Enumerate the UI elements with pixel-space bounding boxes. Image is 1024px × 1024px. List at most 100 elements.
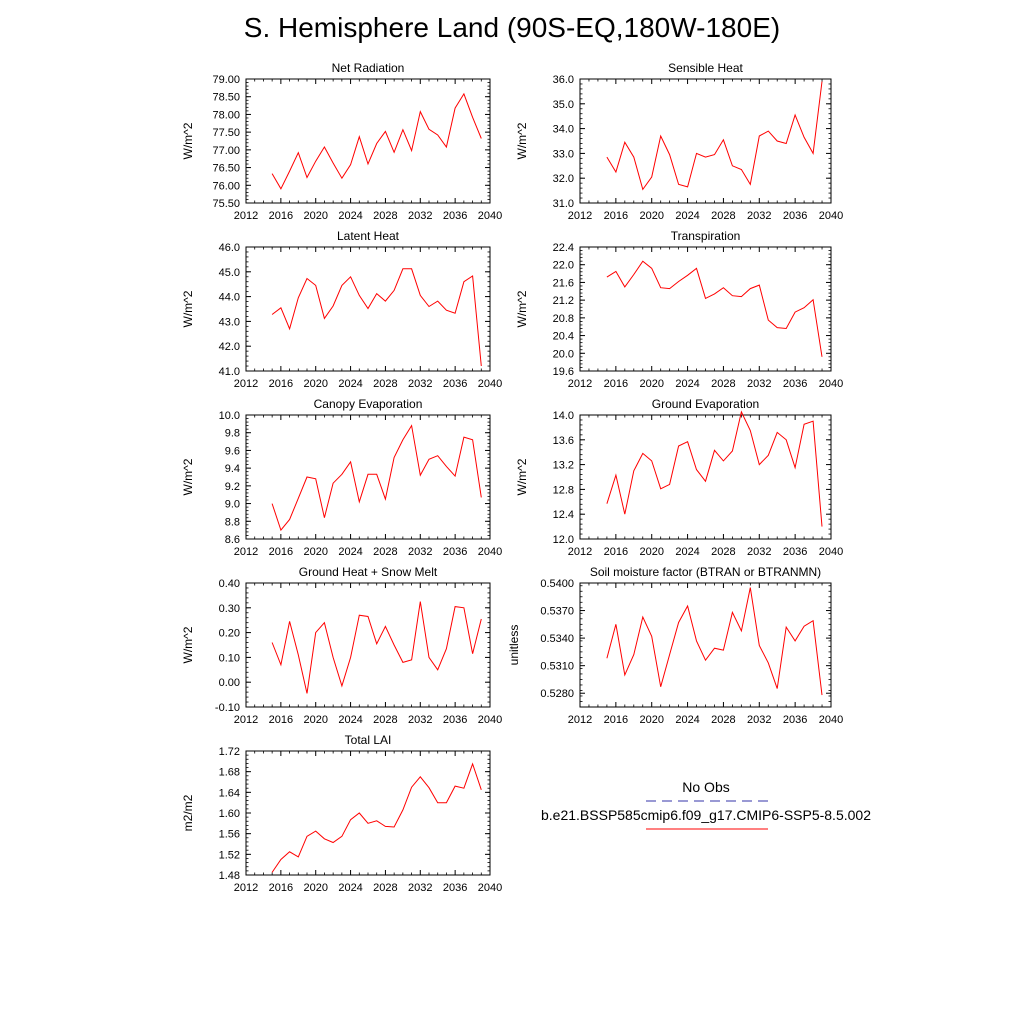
x-tick-label: 2020 xyxy=(303,546,327,558)
x-tick-label: 2032 xyxy=(747,378,771,390)
series-line xyxy=(271,92,482,190)
y-tick-label: 0.00 xyxy=(219,677,240,689)
plot-frame xyxy=(579,582,832,708)
panel-title: Soil moisture factor (BTRAN or BTRANMN) xyxy=(590,565,821,579)
y-tick-label: 1.56 xyxy=(219,829,240,841)
panel-title: Ground Heat + Snow Melt xyxy=(299,565,438,579)
y-axis-label: W/m^2 xyxy=(181,458,195,495)
x-tick-label: 2036 xyxy=(783,210,807,222)
x-tick-label: 2040 xyxy=(819,546,843,558)
y-axis-label: W/m^2 xyxy=(181,122,195,159)
x-tick-label: 2036 xyxy=(443,210,467,222)
x-tick-label: 2020 xyxy=(303,378,327,390)
y-tick-label: 0.5310 xyxy=(540,661,574,673)
series-line xyxy=(271,268,482,367)
y-axis-label: unitless xyxy=(507,625,521,666)
y-tick-label: 9.4 xyxy=(225,463,240,475)
y-tick-label: 12.4 xyxy=(553,509,574,521)
y-tick-label: 77.50 xyxy=(212,127,240,139)
x-tick-label: 2016 xyxy=(269,882,293,894)
x-tick-label: 2012 xyxy=(234,210,258,222)
y-tick-label: 13.2 xyxy=(553,460,574,472)
y-tick-label: 31.0 xyxy=(553,198,574,210)
y-tick-label: 79.00 xyxy=(212,74,240,86)
x-tick-label: 2040 xyxy=(478,714,502,726)
y-tick-label: 9.2 xyxy=(225,481,240,493)
panel-title: Total LAI xyxy=(345,733,392,747)
plot-frame xyxy=(245,750,491,876)
x-tick-label: 2032 xyxy=(747,714,771,726)
y-tick-label: 32.0 xyxy=(553,173,574,185)
x-tick-label: 2024 xyxy=(675,714,699,726)
panel-3: Latent Heat W/m^2 2012 2016 2020 2024 2028 2032… xyxy=(181,229,502,390)
x-tick-label: 2028 xyxy=(373,714,397,726)
y-tick-label: 20.4 xyxy=(553,331,574,343)
plot-frame xyxy=(579,414,832,540)
y-tick-label: 77.00 xyxy=(212,145,240,157)
x-tick-label: 2028 xyxy=(711,378,735,390)
x-tick-label: 2036 xyxy=(783,546,807,558)
x-tick-label: 2012 xyxy=(568,546,592,558)
y-tick-label: 8.8 xyxy=(225,516,240,528)
y-tick-label: 9.0 xyxy=(225,499,240,511)
panel-title: Latent Heat xyxy=(337,229,400,243)
x-tick-label: 2020 xyxy=(639,714,663,726)
plot-frame xyxy=(579,78,832,204)
x-tick-label: 2032 xyxy=(747,546,771,558)
x-tick-label: 2012 xyxy=(568,210,592,222)
x-tick-label: 2020 xyxy=(303,882,327,894)
panel-9: Total LAI m2/m2 2012 2016 2020 2024 2028 2032 20… xyxy=(181,733,502,894)
x-tick-label: 2016 xyxy=(269,210,293,222)
panel-title: Canopy Evaporation xyxy=(314,397,423,411)
x-tick-label: 2024 xyxy=(675,378,699,390)
y-tick-label: 21.6 xyxy=(553,277,574,289)
panel-7: Ground Heat + Snow Melt W/m^2 2012 2016 2020… xyxy=(181,565,502,726)
y-tick-label: 0.5280 xyxy=(540,688,574,700)
x-tick-label: 2028 xyxy=(373,378,397,390)
panel-5: Canopy Evaporation W/m^2 2012 2016 2020 2024 2… xyxy=(181,397,502,558)
y-tick-label: 22.0 xyxy=(553,260,574,272)
y-tick-label: 0.5370 xyxy=(540,606,574,618)
y-tick-label: 0.5400 xyxy=(540,578,574,590)
panel-title: Net Radiation xyxy=(332,61,405,75)
y-tick-label: 1.68 xyxy=(219,767,240,779)
panel-6: Ground Evaporation W/m^2 2012 2016 2020 2024 2… xyxy=(515,397,843,558)
series-line xyxy=(271,762,482,873)
x-tick-label: 2024 xyxy=(338,210,362,222)
y-tick-label: 0.5340 xyxy=(540,633,574,645)
x-tick-label: 2036 xyxy=(783,378,807,390)
x-tick-label: 2028 xyxy=(711,714,735,726)
panel-1: Net Radiation W/m^2 2012 2016 2020 2024 2028 20… xyxy=(181,61,502,222)
y-tick-label: -0.10 xyxy=(215,702,240,714)
x-tick-label: 2040 xyxy=(478,546,502,558)
x-tick-label: 2036 xyxy=(443,714,467,726)
y-tick-label: 44.0 xyxy=(219,292,240,304)
panel-title: Transpiration xyxy=(671,229,741,243)
x-tick-label: 2028 xyxy=(711,546,735,558)
y-tick-label: 9.6 xyxy=(225,445,240,457)
series-line xyxy=(271,424,482,532)
x-tick-label: 2036 xyxy=(783,714,807,726)
x-tick-label: 2016 xyxy=(269,378,293,390)
y-tick-label: 20.8 xyxy=(553,313,574,325)
x-tick-label: 2032 xyxy=(747,210,771,222)
x-tick-label: 2024 xyxy=(338,882,362,894)
series-line xyxy=(606,410,823,527)
x-tick-label: 2028 xyxy=(711,210,735,222)
x-tick-label: 2016 xyxy=(604,714,628,726)
y-tick-label: 0.40 xyxy=(219,578,240,590)
x-tick-label: 2016 xyxy=(604,378,628,390)
x-tick-label: 2032 xyxy=(408,882,432,894)
x-tick-label: 2028 xyxy=(373,546,397,558)
y-tick-label: 1.72 xyxy=(219,746,240,758)
plot-frame xyxy=(579,246,832,372)
y-axis-label: W/m^2 xyxy=(181,290,195,327)
x-tick-label: 2036 xyxy=(443,882,467,894)
y-tick-label: 13.6 xyxy=(553,435,574,447)
y-tick-label: 0.10 xyxy=(219,652,240,664)
x-tick-label: 2016 xyxy=(269,714,293,726)
y-tick-label: 78.00 xyxy=(212,109,240,121)
x-tick-label: 2028 xyxy=(373,882,397,894)
x-tick-label: 2012 xyxy=(568,714,592,726)
